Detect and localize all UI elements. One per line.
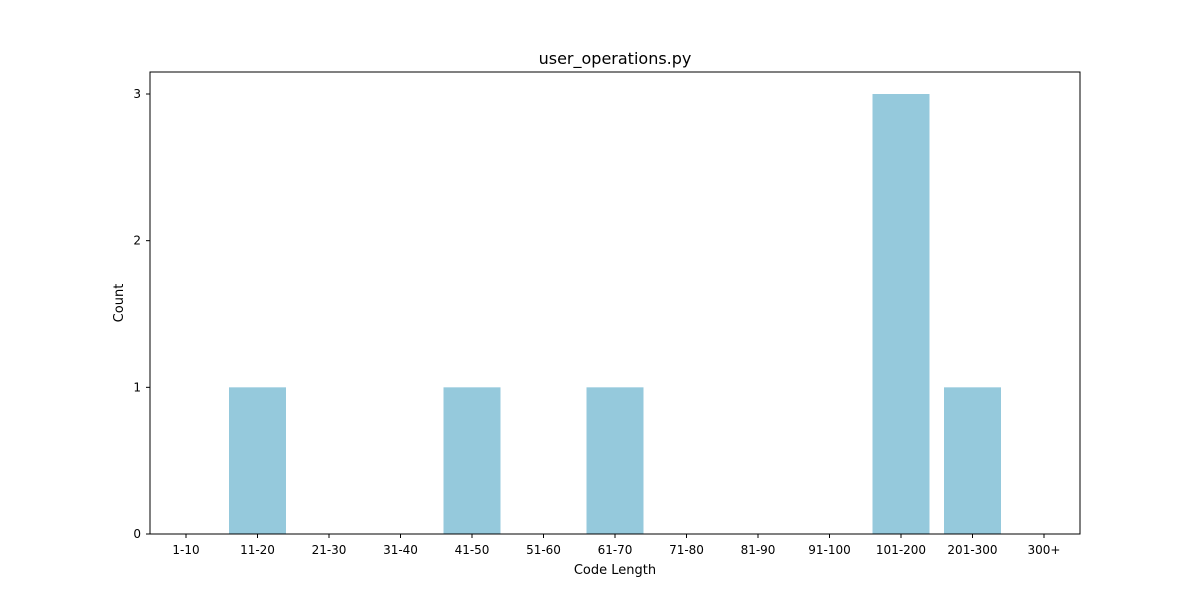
x-tick-label: 21-30 xyxy=(312,543,347,557)
chart-title: user_operations.py xyxy=(539,49,692,69)
x-tick-label: 201-300 xyxy=(947,543,997,557)
x-tick-label: 61-70 xyxy=(598,543,633,557)
y-axis-ticks: 0 1 2 3 xyxy=(133,87,150,541)
y-tick-label: 0 xyxy=(133,527,141,541)
x-tick-label: 81-90 xyxy=(741,543,776,557)
x-tick-label: 31-40 xyxy=(383,543,418,557)
plot-frame xyxy=(149,71,1081,535)
x-tick-label: 300+ xyxy=(1028,543,1061,557)
bar-61-70 xyxy=(586,387,644,534)
y-axis-label: Count xyxy=(112,284,127,323)
bar-101-200 xyxy=(872,94,930,534)
x-tick-label: 101-200 xyxy=(876,543,926,557)
bar-11-20 xyxy=(229,387,286,534)
y-tick-label: 1 xyxy=(133,380,141,394)
bar-41-50 xyxy=(443,387,501,534)
bar-201-300 xyxy=(944,387,1001,534)
y-tick-label: 3 xyxy=(133,87,141,101)
x-tick-label: 51-60 xyxy=(526,543,561,557)
x-tick-label: 1-10 xyxy=(172,543,199,557)
y-tick-label: 2 xyxy=(133,234,141,248)
x-axis-label: Code Length xyxy=(574,563,656,578)
x-axis-ticks: 1-10 11-20 21-30 31-40 41-50 51-60 61-70 71-80 8… xyxy=(172,534,1060,557)
x-tick-label: 11-20 xyxy=(240,543,275,557)
bars-group xyxy=(229,94,1001,534)
x-tick-label: 91-100 xyxy=(808,543,851,557)
x-tick-label: 71-80 xyxy=(669,543,704,557)
x-tick-label: 41-50 xyxy=(455,543,490,557)
